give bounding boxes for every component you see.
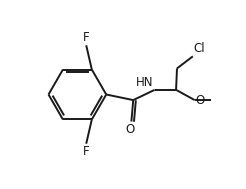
Text: O: O	[195, 94, 204, 107]
Text: O: O	[125, 123, 134, 136]
Text: F: F	[83, 31, 90, 44]
Text: Cl: Cl	[194, 42, 205, 55]
Text: F: F	[83, 145, 90, 158]
Text: HN: HN	[136, 76, 154, 89]
